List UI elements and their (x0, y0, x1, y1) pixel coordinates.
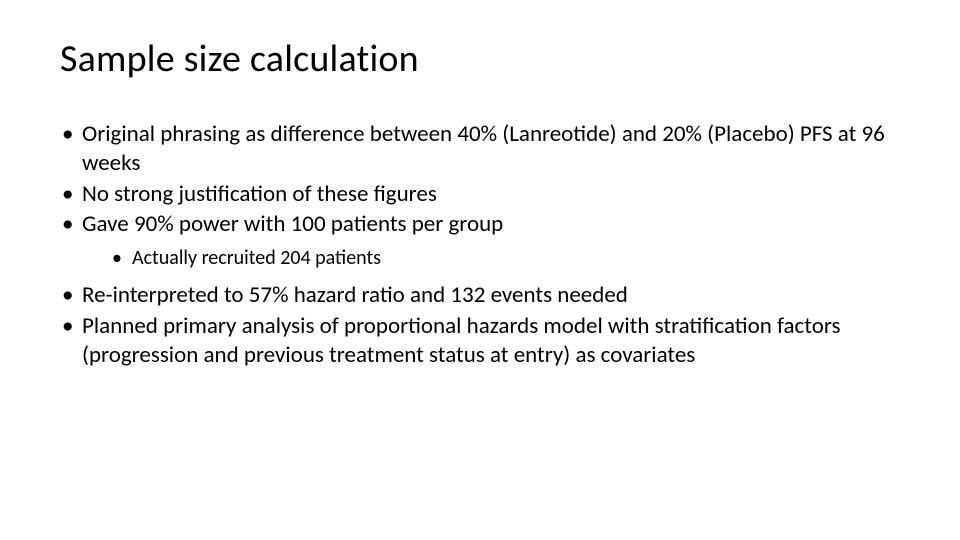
bullet-item: Re-interpreted to 57% hazard ratio and 1… (60, 281, 900, 310)
slide-title: Sample size calculation (60, 36, 900, 82)
bullet-item: Original phrasing as difference between … (60, 120, 900, 178)
bullet-item: No strong justification of these figures (60, 180, 900, 209)
bullet-text: Gave 90% power with 100 patients per gro… (82, 210, 503, 238)
bullet-item: Planned primary analysis of proportional… (60, 312, 900, 370)
sub-bullet-item: Actually recruited 204 patients (82, 245, 900, 271)
bullet-item: Gave 90% power with 100 patients per gro… (60, 210, 900, 271)
sub-bullet-list: Actually recruited 204 patients (82, 245, 900, 271)
slide: Sample size calculation Original phrasin… (0, 0, 960, 540)
bullet-list: Original phrasing as difference between … (60, 120, 900, 369)
